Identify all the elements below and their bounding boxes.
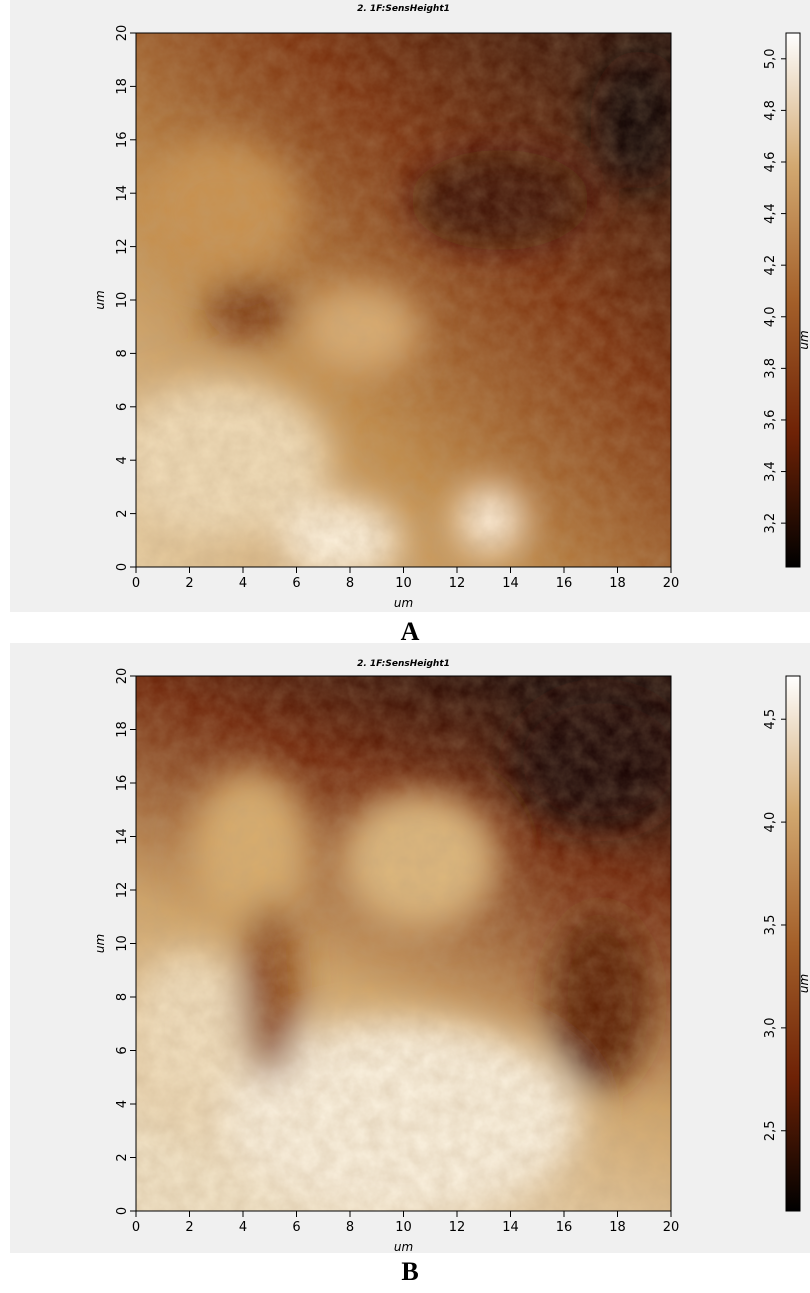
colorbar-label: um [797,974,810,993]
colorbar-tick-label: 4,8 [763,100,778,121]
height-image [136,33,671,567]
x-tick-label: 14 [502,1220,519,1235]
x-tick-label: 0 [132,1220,140,1235]
y-tick-label: 6 [115,1046,130,1054]
y-tick-label: 6 [115,403,130,411]
x-tick-label: 8 [346,1220,354,1235]
y-tick-label: 4 [115,456,130,464]
x-tick-label: 8 [346,576,354,591]
colorbar-tick-label: 3,0 [763,1018,778,1039]
x-tick-label: 18 [609,576,626,591]
colorbar-tick-label: 4,2 [763,255,778,276]
x-axis-label: um [394,596,413,610]
chart-title: 2. 1F:SensHeight1 [357,4,450,14]
x-tick-label: 20 [663,1220,680,1235]
y-tick-label: 20 [115,668,130,685]
y-tick-label: 20 [115,25,130,42]
y-tick-label: 18 [115,721,130,738]
y-tick-label: 0 [115,563,130,571]
y-tick-label: 14 [115,828,130,845]
x-tick-label: 10 [395,1220,412,1235]
chart-title: 2. 1F:SensHeight1 [357,659,450,669]
colorbar-tick-label: 3,8 [763,358,778,379]
colorbar-tick-label: 4,5 [763,709,778,730]
x-tick-label: 2 [185,576,193,591]
x-tick-label: 6 [292,576,300,591]
y-tick-label: 12 [115,882,130,899]
x-tick-label: 2 [185,1220,193,1235]
height-image [136,676,671,1211]
y-tick-label: 14 [115,185,130,202]
x-tick-label: 20 [663,576,680,591]
colorbar-tick-label: 4,6 [763,152,778,173]
x-tick-label: 14 [502,576,519,591]
x-tick-label: 10 [395,576,412,591]
x-tick-label: 12 [449,1220,466,1235]
colorbar-tick-label: 4,0 [763,812,778,833]
y-axis-label: um [93,934,107,953]
colorbar [785,32,801,568]
x-tick-label: 4 [239,576,247,591]
y-tick-label: 16 [115,132,130,149]
y-tick-label: 10 [115,935,130,952]
colorbar [785,675,801,1212]
x-tick-label: 18 [609,1220,626,1235]
colorbar-tick-label: 5,0 [763,48,778,69]
x-tick-label: 12 [449,576,466,591]
x-tick-label: 4 [239,1220,247,1235]
panel-label: A [401,617,420,646]
y-tick-label: 2 [115,509,130,517]
x-axis-label: um [394,1240,413,1254]
x-tick-label: 6 [292,1220,300,1235]
x-tick-label: 16 [556,576,573,591]
y-tick-label: 8 [115,349,130,357]
y-tick-label: 12 [115,238,130,255]
x-tick-label: 16 [556,1220,573,1235]
y-tick-label: 2 [115,1153,130,1161]
colorbar-tick-label: 3,5 [763,915,778,936]
panel-label: B [401,1257,418,1286]
y-tick-label: 4 [115,1100,130,1108]
y-tick-label: 10 [115,292,130,309]
colorbar-tick-label: 4,4 [763,203,778,224]
colorbar-tick-label: 3,4 [763,461,778,482]
y-tick-label: 8 [115,993,130,1001]
colorbar-tick-label: 2,5 [763,1120,778,1141]
y-tick-label: 0 [115,1207,130,1215]
colorbar-tick-label: 3,2 [763,513,778,534]
y-tick-label: 16 [115,775,130,792]
y-axis-label: um [93,290,107,309]
colorbar-label: um [797,330,810,349]
y-tick-label: 18 [115,78,130,95]
colorbar-tick-label: 3,6 [763,410,778,431]
colorbar-tick-label: 4,0 [763,306,778,327]
x-tick-label: 0 [132,576,140,591]
